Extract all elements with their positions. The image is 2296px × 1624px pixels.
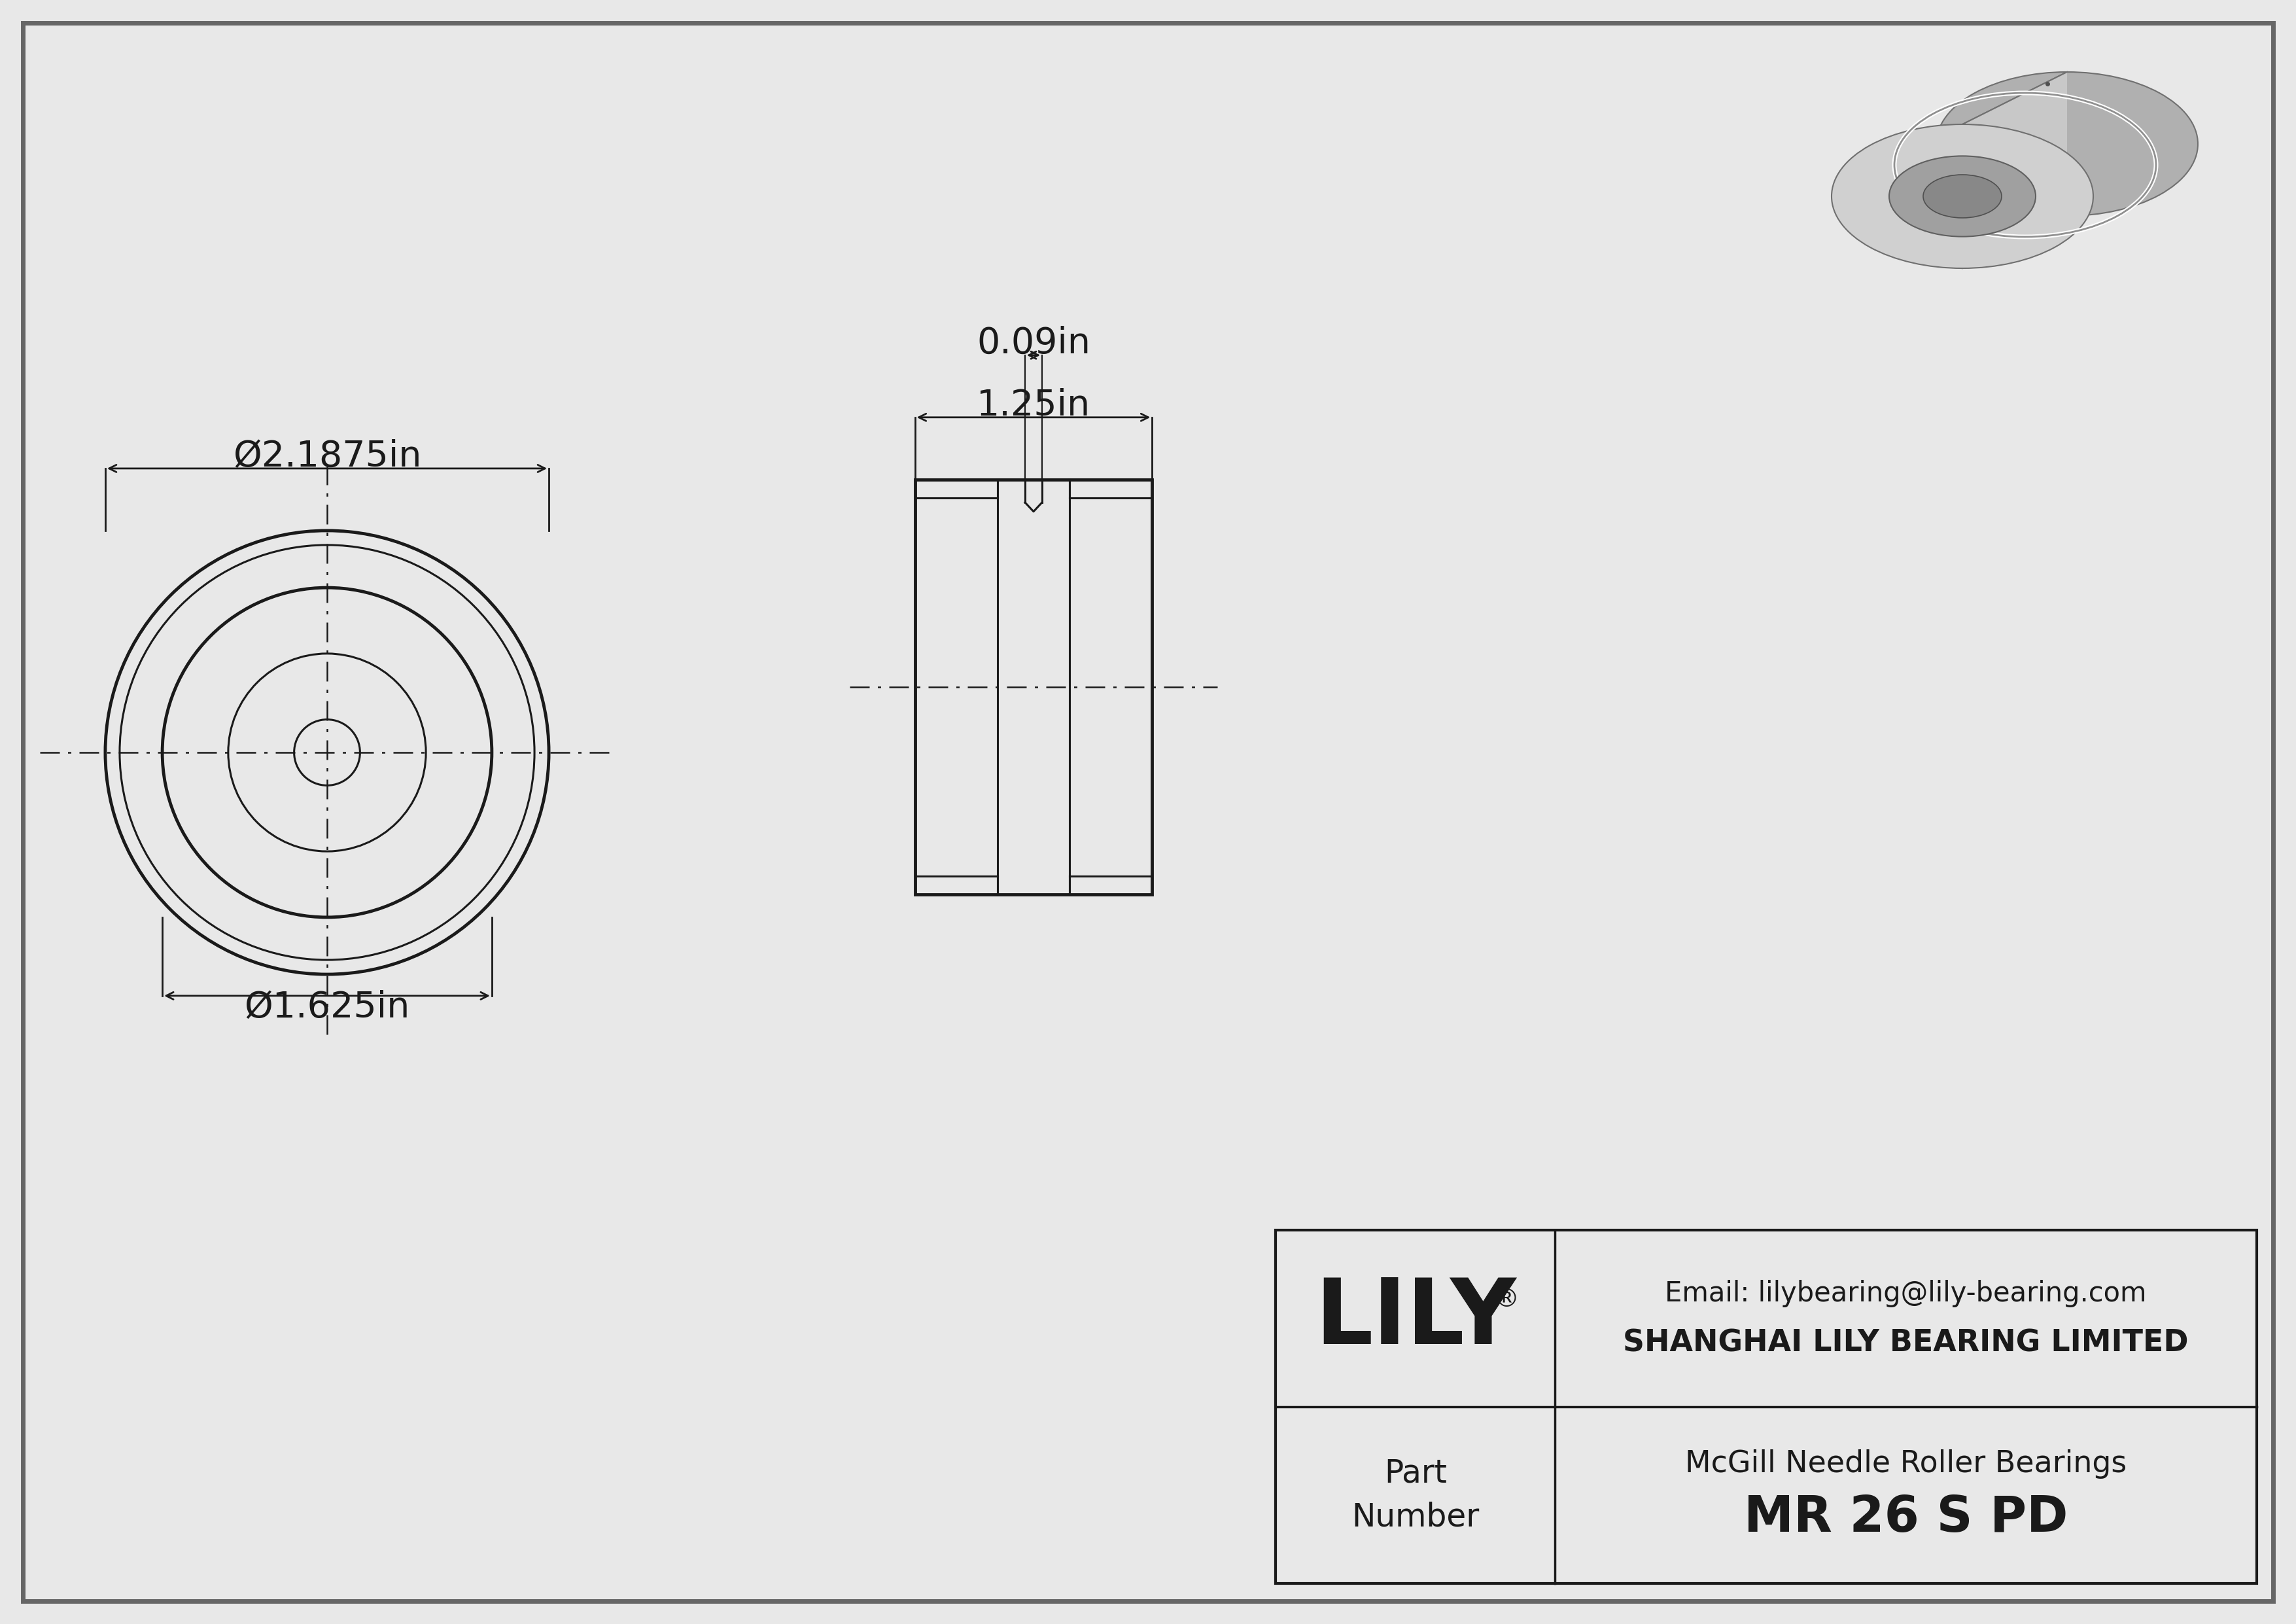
Text: Ø1.625in: Ø1.625in <box>243 991 411 1025</box>
Text: Ø2.1875in: Ø2.1875in <box>232 438 422 474</box>
Text: Part
Number: Part Number <box>1352 1457 1479 1533</box>
Bar <box>916 479 1153 895</box>
Ellipse shape <box>1832 125 2094 268</box>
Bar <box>1277 1229 2257 1583</box>
Text: 0.09in: 0.09in <box>976 326 1091 361</box>
Ellipse shape <box>1924 175 2002 218</box>
Text: Email: lilybearing@lily-bearing.com: Email: lilybearing@lily-bearing.com <box>1665 1280 2147 1307</box>
Text: McGill Needle Roller Bearings: McGill Needle Roller Bearings <box>1685 1449 2126 1478</box>
Text: LILY: LILY <box>1316 1275 1515 1363</box>
Text: 1.25in: 1.25in <box>976 388 1091 424</box>
Text: SHANGHAI LILY BEARING LIMITED: SHANGHAI LILY BEARING LIMITED <box>1623 1328 2188 1358</box>
Ellipse shape <box>1890 156 2037 237</box>
Text: MR 26 S PD: MR 26 S PD <box>1745 1494 2069 1543</box>
Ellipse shape <box>1936 71 2197 216</box>
Polygon shape <box>1963 71 2066 268</box>
Text: ®: ® <box>1495 1288 1520 1312</box>
